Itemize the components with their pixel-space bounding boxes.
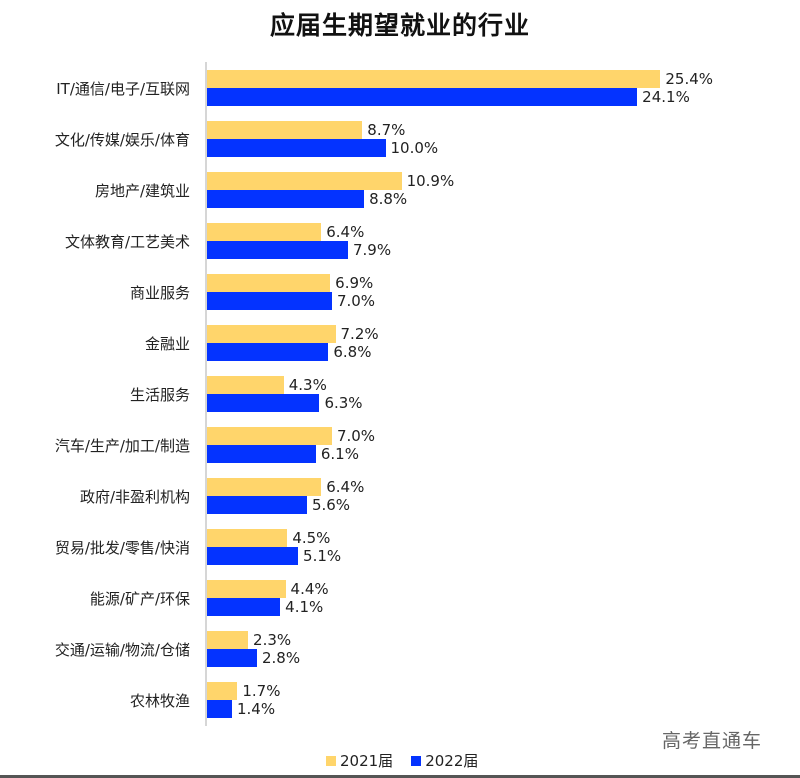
category-label: 能源/矿产/环保	[89, 590, 190, 608]
legend-item-2021: 2021届	[326, 750, 393, 771]
legend-label-2021: 2021届	[340, 752, 394, 770]
category-label: 文化/传媒/娱乐/体育	[54, 131, 190, 149]
bar-2021	[207, 427, 332, 445]
bar-2021	[207, 70, 661, 88]
category-label: 房地产/建筑业	[94, 182, 190, 200]
value-label-2022: 1.4%	[236, 700, 276, 718]
value-label-2021: 8.7%	[367, 121, 406, 139]
bar-2022	[207, 241, 348, 259]
value-label-2021: 6.4%	[326, 478, 365, 496]
bar-2021	[207, 478, 322, 496]
bar-2021	[207, 631, 249, 649]
category-label: 汽车/生产/加工/制造	[54, 437, 190, 455]
value-label-2021: 10.9%	[406, 172, 455, 190]
bar-2022	[207, 292, 332, 310]
value-label-2022: 7.9%	[353, 241, 392, 259]
bar-2022	[207, 190, 365, 208]
value-label-2022: 2.8%	[261, 649, 301, 667]
watermark: 高考直通车	[662, 730, 763, 752]
value-label-2022: 5.6%	[311, 496, 351, 514]
bar-2021	[207, 580, 286, 598]
value-label-2022: 6.1%	[320, 445, 359, 463]
value-label-2021: 6.9%	[335, 274, 374, 292]
bottom-border	[0, 775, 800, 778]
value-label-2022: 6.3%	[324, 394, 363, 412]
bar-2022	[207, 445, 316, 463]
bar-2021	[207, 325, 336, 343]
category-label: 政府/非盈利机构	[79, 488, 190, 506]
value-label-2021: 7.0%	[336, 427, 376, 445]
bar-2022	[207, 496, 307, 514]
bar-2021	[207, 682, 238, 700]
category-label: 文体教育/工艺美术	[64, 233, 190, 251]
legend: 2021届 2022届	[326, 750, 496, 771]
bar-2021	[207, 223, 322, 241]
value-label-2021: 4.4%	[290, 580, 329, 598]
legend-item-2022: 2022届	[411, 750, 478, 771]
value-label-2021: 4.3%	[288, 376, 327, 394]
value-label-2021: 4.5%	[292, 529, 331, 547]
value-label-2022: 10.0%	[390, 139, 439, 157]
value-label-2022: 6.8%	[333, 343, 372, 361]
bar-2022	[207, 598, 281, 616]
category-label: 交通/运输/物流/仓储	[54, 641, 190, 659]
bar-2022	[207, 139, 386, 157]
category-label: 商业服务	[129, 284, 190, 302]
chart-title: 应届生期望就业的行业	[269, 11, 530, 40]
category-label: 贸易/批发/零售/快消	[54, 539, 190, 557]
bar-2021	[207, 529, 288, 547]
value-label-2022: 8.8%	[369, 190, 408, 208]
value-label-2022: 24.1%	[642, 88, 690, 106]
bar-2022	[207, 343, 329, 361]
bar-2021	[207, 376, 284, 394]
y-axis-line	[205, 62, 207, 726]
legend-swatch-2022	[411, 755, 422, 766]
value-label-2021: 2.3%	[253, 631, 292, 649]
value-label-2022: 5.1%	[303, 547, 342, 565]
bar-2022	[207, 700, 232, 718]
bar-2022	[207, 394, 320, 412]
bar-2022	[207, 649, 257, 667]
category-label: 金融业	[144, 335, 190, 353]
category-label: 生活服务	[129, 386, 190, 404]
value-label-2022: 7.0%	[336, 292, 376, 310]
bar-2021	[207, 172, 402, 190]
value-label-2021: 1.7%	[242, 682, 281, 700]
category-label: 农林牧渔	[129, 692, 190, 710]
value-label-2021: 7.2%	[340, 325, 379, 343]
legend-swatch-2021	[326, 755, 336, 766]
bar-2021	[207, 274, 331, 292]
bar-2021	[207, 121, 363, 139]
category-label: IT/通信/电子/互联网	[56, 80, 190, 98]
bar-2022	[207, 88, 638, 106]
value-label-2021: 25.4%	[665, 70, 714, 88]
legend-label-2022: 2022届	[425, 752, 479, 770]
bar-2022	[207, 547, 299, 565]
value-label-2021: 6.4%	[326, 223, 365, 241]
value-label-2022: 4.1%	[285, 598, 324, 616]
